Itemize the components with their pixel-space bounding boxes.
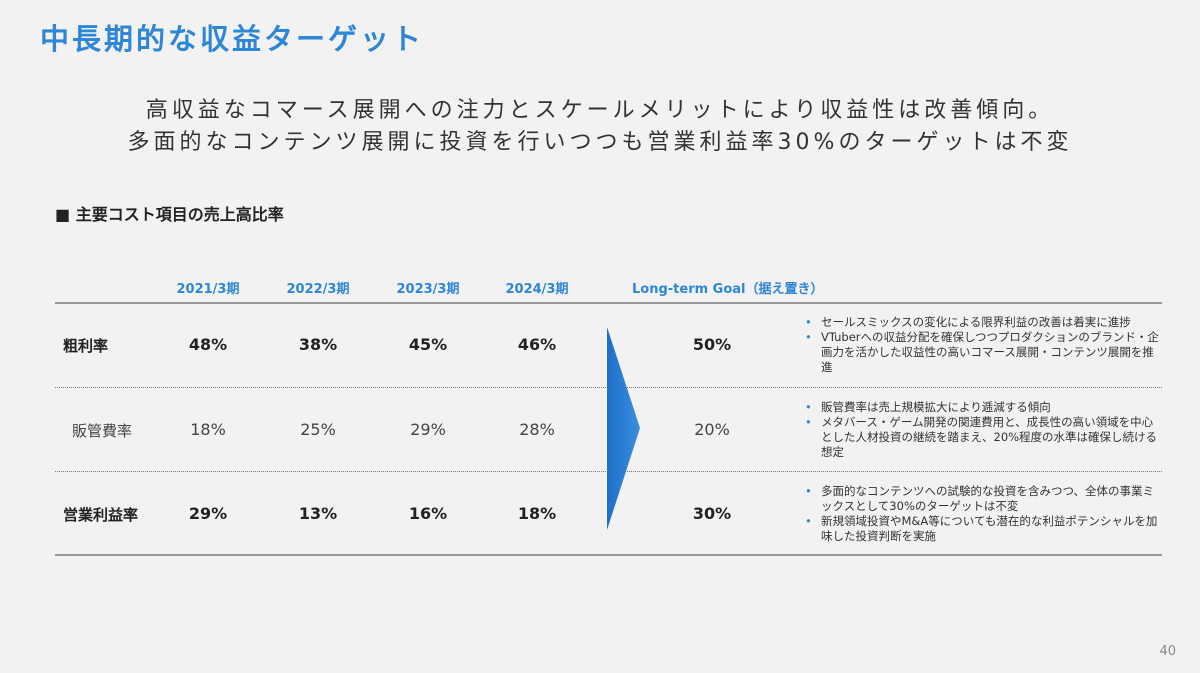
table-top-rule bbox=[55, 302, 1162, 304]
goal-cell: 50% bbox=[692, 335, 732, 354]
note-item: 新規領域投資やM&A等についても潜在的な利益ポテンシャルを加味した投資判断を実施 bbox=[805, 514, 1160, 544]
notes: 販管費率は売上規模拡大により逓減する傾向メタバース・ゲーム開発の関連費用と、成長… bbox=[805, 400, 1160, 460]
goal-cell: 30% bbox=[692, 504, 732, 523]
column-header: 2023/3期 bbox=[396, 282, 460, 297]
table-bottom-rule bbox=[55, 554, 1162, 556]
row-label: 営業利益率 bbox=[63, 506, 139, 524]
column-header: 2021/3期 bbox=[176, 282, 240, 297]
notes: セールスミックスの変化による限界利益の改善は着実に進捗VTuberへの収益分配を… bbox=[805, 315, 1160, 375]
cell: 16% bbox=[408, 504, 448, 523]
cell: 38% bbox=[298, 335, 338, 354]
cell: 18% bbox=[190, 420, 226, 439]
subtitle-line: 高収益なコマース展開への注力とスケールメリットにより収益性は改善傾向。 bbox=[145, 98, 1055, 123]
slide-title: 中長期的な収益ターゲット bbox=[40, 22, 425, 56]
column-header: 2024/3期 bbox=[505, 282, 569, 297]
arrow-shape bbox=[607, 327, 640, 530]
cell: 18% bbox=[517, 504, 557, 523]
arrow bbox=[607, 327, 640, 530]
row-label: 粗利率 bbox=[63, 337, 109, 355]
row-label: 販管費率 bbox=[72, 422, 133, 440]
cell: 29% bbox=[188, 504, 228, 523]
cell: 25% bbox=[300, 420, 336, 439]
note-item: 販管費率は売上規模拡大により逓減する傾向 bbox=[805, 400, 1160, 415]
column-header: Long-term Goal（据え置き） bbox=[632, 282, 824, 297]
cell: 28% bbox=[519, 420, 555, 439]
page-number: 40 bbox=[1159, 644, 1176, 659]
goal-cell: 20% bbox=[694, 420, 730, 439]
subtitle-line: 多面的なコンテンツ展開に投資を行いつつも営業利益率30%のターゲットは不変 bbox=[127, 130, 1073, 155]
cell: 45% bbox=[408, 335, 448, 354]
cell: 29% bbox=[410, 420, 446, 439]
cell: 46% bbox=[517, 335, 557, 354]
cell: 13% bbox=[298, 504, 338, 523]
note-item: セールスミックスの変化による限界利益の改善は着実に進捗 bbox=[805, 315, 1160, 330]
note-item: VTuberへの収益分配を確保しつつプロダクションのブランド・企画力を活かした収… bbox=[805, 330, 1160, 375]
column-header: 2022/3期 bbox=[286, 282, 350, 297]
cell: 48% bbox=[188, 335, 228, 354]
note-item: 多面的なコンテンツへの試験的な投資を含みつつ、全体の事業ミックスとして30%のタ… bbox=[805, 484, 1160, 514]
notes: 多面的なコンテンツへの試験的な投資を含みつつ、全体の事業ミックスとして30%のタ… bbox=[805, 484, 1160, 544]
section-heading: ■ 主要コスト項目の売上高比率 bbox=[55, 205, 284, 224]
note-item: メタバース・ゲーム開発の関連費用と、成長性の高い領域を中心とした人材投資の継続を… bbox=[805, 415, 1160, 460]
